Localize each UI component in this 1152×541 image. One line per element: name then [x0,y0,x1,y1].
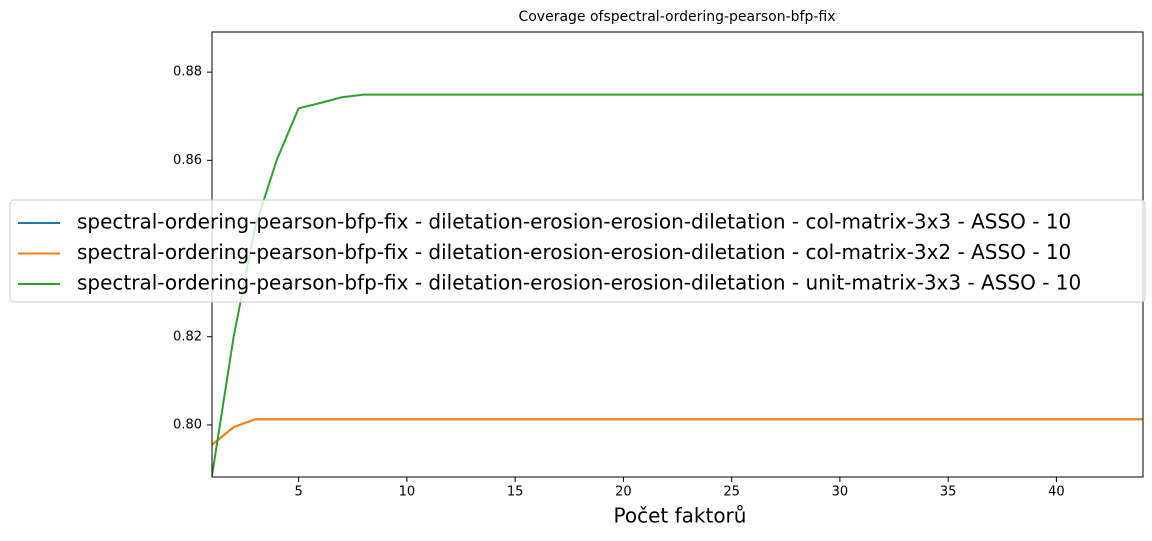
x-tick-label: 20 [615,485,632,500]
x-tick-label: 35 [940,485,957,500]
x-tick-label: 25 [723,485,740,500]
series-line [212,93,1143,476]
legend-label: spectral-ordering-pearson-bfp-fix - dile… [77,240,1071,264]
x-tick-label: 40 [1048,485,1065,500]
x-tick-label: 10 [399,485,416,500]
legend-box [9,199,1146,303]
legend-label: spectral-ordering-pearson-bfp-fix - dile… [77,210,1071,234]
legend: spectral-ordering-pearson-bfp-fix - dile… [9,199,1146,303]
chart-title: Coverage ofspectral-ordering-pearson-bfp… [518,9,835,25]
x-tick-label: 5 [294,485,302,500]
legend-label: spectral-ordering-pearson-bfp-fix - dile… [77,271,1081,295]
y-tick-label: 0.86 [173,153,202,168]
x-tick-label: 30 [832,485,849,500]
y-tick-label: 0.82 [173,329,202,344]
x-axis-label: Počet faktorů [614,504,747,528]
x-tick-label: 15 [507,485,524,500]
series-line [212,418,1143,446]
y-tick-label: 0.80 [173,417,202,432]
y-tick-label: 0.88 [173,65,202,80]
series-line [212,418,1143,446]
